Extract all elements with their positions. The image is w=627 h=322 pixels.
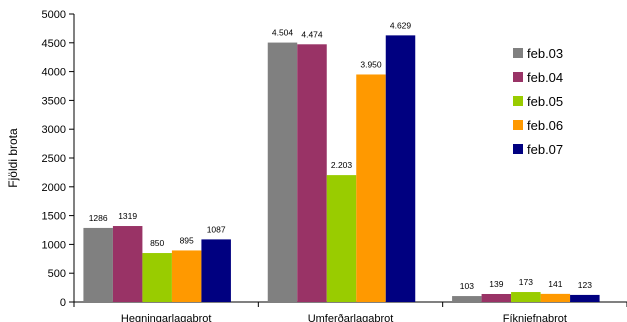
x-category-label: Umferðarlagabrot [308, 313, 394, 322]
legend-label: feb.03 [527, 46, 563, 61]
legend-label: feb.04 [527, 70, 563, 85]
legend: feb.03 feb.04 feb.05 feb.06 feb.07 [513, 46, 563, 157]
bar [326, 175, 357, 302]
bars [83, 35, 600, 302]
bar [267, 42, 298, 302]
bar [83, 227, 113, 302]
legend-swatch [513, 48, 523, 58]
bar [570, 294, 600, 302]
bar [540, 293, 571, 302]
data-label: 123 [578, 280, 592, 290]
y-axis: 0 500 1000 1500 2000 2500 3000 3500 4000 4500 5000 [42, 9, 75, 309]
y-tick-label: 3000 [42, 124, 66, 136]
data-label: 173 [519, 277, 533, 287]
bar [112, 226, 143, 302]
legend-label: feb.06 [527, 118, 563, 133]
data-label: 850 [150, 238, 164, 248]
y-tick-label: 2000 [42, 182, 66, 194]
y-tick-label: 4000 [42, 67, 66, 79]
bar [142, 253, 172, 302]
x-category-label: Hegningarlagabrot [121, 313, 212, 322]
y-tick-label: 1500 [42, 211, 66, 223]
x-category-label: Fíkniefnabrot [503, 313, 567, 322]
bar [452, 296, 482, 302]
data-label: 2.203 [331, 160, 353, 170]
bar [171, 250, 202, 302]
legend-swatch [513, 72, 523, 82]
data-label: 4.474 [301, 29, 323, 39]
legend-swatch [513, 120, 523, 130]
data-label: 895 [180, 235, 194, 245]
data-label: 1319 [118, 211, 137, 221]
bar [297, 44, 327, 302]
data-label: 4.504 [272, 28, 294, 38]
data-label: 4.629 [390, 20, 412, 30]
data-label: 3.950 [360, 59, 382, 69]
data-label: 141 [548, 279, 562, 289]
legend-swatch [513, 144, 523, 154]
legend-label: feb.07 [527, 142, 563, 157]
data-label: 1286 [89, 213, 108, 223]
bar [385, 35, 416, 302]
data-label: 1087 [207, 224, 226, 234]
x-axis: Hegningarlagabrot Umferðarlagabrot Fíknief… [73, 301, 627, 322]
bar [356, 74, 386, 302]
y-axis-title: Fjöldi brota [6, 128, 20, 188]
y-tick-label: 0 [60, 297, 66, 309]
data-label: 139 [489, 279, 503, 289]
y-tick-label: 500 [48, 268, 66, 280]
data-labels: 1286 1319 850 895 1087 4.504 4.474 2.203 3.950 4.… [89, 20, 592, 291]
data-label: 103 [460, 281, 474, 291]
y-tick-label: 2500 [42, 153, 66, 165]
y-tick-label: 4500 [42, 38, 66, 50]
y-tick-label: 5000 [42, 9, 66, 21]
legend-label: feb.05 [527, 94, 563, 109]
bar [481, 293, 512, 302]
y-tick-label: 1000 [42, 239, 66, 251]
legend-swatch [513, 96, 523, 106]
bar [201, 239, 231, 302]
y-tick-label: 3500 [42, 95, 66, 107]
bar [511, 292, 541, 302]
